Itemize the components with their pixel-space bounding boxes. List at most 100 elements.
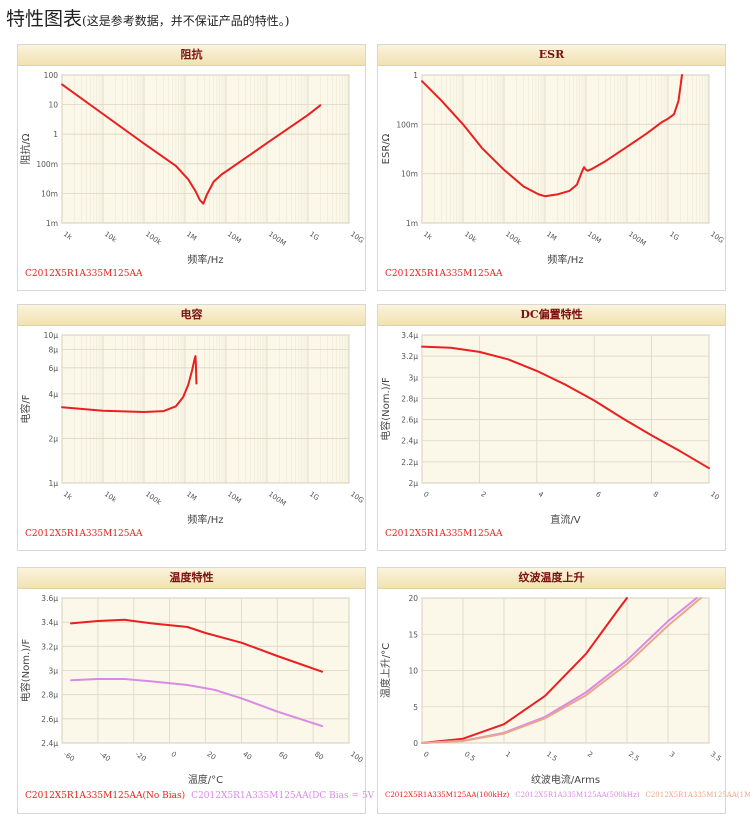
panel-impedance: 阻抗 1k 10k 100k 1M 10M 100M 1G 10G 1m 10m 100m 1 10 10…: [17, 44, 366, 291]
y-tick-label: 6μ: [48, 364, 58, 373]
x-tick-label: 10M: [226, 230, 243, 245]
y-tick-label: 2μ: [408, 479, 418, 488]
x-tick-label: 3: [668, 750, 676, 759]
x-axis-label: 频率/Hz: [187, 253, 223, 266]
y-tick-label: 1: [53, 130, 58, 139]
y-tick-label: 20: [408, 594, 418, 603]
chart-legend: C2012X5R1A335M125AA: [385, 529, 509, 539]
plot-area: [61, 334, 350, 484]
x-tick-label: 100k: [144, 230, 164, 247]
x-tick-label: 10k: [103, 490, 119, 505]
x-tick-label: 60: [277, 750, 289, 762]
x-tick-label: 0: [169, 750, 177, 759]
chart-legend: C2012X5R1A335M125AA(100kHz) C2012X5R1A335…: [385, 791, 750, 799]
y-tick-label: 3.2μ: [401, 352, 418, 361]
x-tick-label: 1G: [668, 230, 681, 242]
x-tick-label: 0.5: [463, 750, 477, 763]
y-tick-label: 1m: [406, 219, 418, 228]
y-tick-label: 10: [408, 667, 418, 676]
y-tick-label: 2.8μ: [41, 691, 58, 700]
series-line: [70, 618, 324, 673]
chart-title: 电容: [18, 305, 365, 326]
y-tick-label: 10μ: [44, 331, 59, 340]
y-tick-label: 1: [413, 71, 418, 80]
y-axis-label: 电容/F: [19, 394, 32, 423]
x-axis-label: 温度/°C: [188, 773, 223, 786]
x-tick-label: 1G: [308, 230, 321, 242]
y-tick-label: 3.4μ: [401, 331, 418, 340]
chart-legend: C2012X5R1A335M125AA: [385, 269, 509, 279]
chart-legend: C2012X5R1A335M125AA(No Bias) C2012X5R1A33…: [25, 791, 386, 801]
x-tick-label: 0: [422, 490, 430, 499]
page-title-main: 特性图表: [6, 8, 83, 30]
x-tick-label: -40: [98, 750, 112, 763]
y-tick-label: 1m: [46, 219, 58, 228]
plot-area: [421, 334, 710, 484]
x-tick-label: 100: [349, 750, 365, 764]
chart-impedance: 1k 10k 100k 1M 10M 100M 1G 10G 1m 10m 100m 1 10 100 频率…: [19, 71, 365, 266]
x-tick-label: 4: [537, 490, 546, 499]
y-tick-label: 100m: [396, 120, 418, 129]
series-line: [421, 74, 683, 198]
chart-legend: C2012X5R1A335M125AA: [25, 269, 149, 279]
y-tick-label: 10m: [41, 189, 58, 198]
chart-capacitance: 1k 10k 100k 1M 10M 100M 1G 10G 1μ 2μ 4μ 6μ 8μ 10μ 频率/H…: [19, 331, 365, 526]
y-tick-label: 10m: [401, 170, 418, 179]
legend-entry: C2012X5R1A335M125AA(100kHz): [385, 791, 510, 799]
x-tick-label: 10M: [586, 230, 603, 245]
chart-ripple: 0 0.5 1 1.5 2 2.5 3 3.5 0 5 10 15 20 纹波电流/Arms 温度上升/°C: [379, 594, 723, 786]
x-tick-label: 0: [422, 750, 430, 759]
panel-esr: ESR 1k 10k 100k 1M 10M 100M 1G 10G 1m 10m 100m 1 频率/…: [377, 44, 726, 291]
x-tick-label: -20: [134, 750, 148, 763]
y-tick-label: 3.4μ: [41, 618, 58, 627]
series-line: [421, 597, 628, 744]
x-tick-label: 1k: [62, 490, 74, 502]
chart-temperature: -60 -40 -20 0 20 40 60 80 100 2.4μ 2.6μ 2.8μ 3μ 3.2μ 3…: [19, 594, 365, 786]
chart-esr: 1k 10k 100k 1M 10M 100M 1G 10G 1m 10m 100m 1 频率/Hz ES…: [381, 71, 725, 266]
x-tick-label: 10k: [103, 230, 119, 245]
x-tick-label: 10G: [349, 230, 365, 245]
y-tick-label: 3μ: [408, 373, 418, 382]
y-axis-label: 阻抗/Ω: [19, 133, 32, 164]
y-tick-label: 2.2μ: [401, 458, 418, 467]
x-tick-label: 10: [709, 490, 721, 502]
y-tick-label: 2.6μ: [41, 715, 58, 724]
x-tick-label: 8: [651, 490, 659, 499]
y-axis-label: 电容(Nom.)/F: [19, 639, 32, 703]
page-title: 特性图表(这是参考数据，并不保证产品的特性。): [6, 4, 289, 31]
y-tick-label: 10: [48, 101, 58, 110]
x-axis-label: 频率/Hz: [187, 513, 223, 526]
legend-entry: C2012X5R1A335M125AA: [25, 269, 143, 279]
x-tick-label: 40: [241, 750, 253, 762]
chart-dc-bias: 0 2 4 6 8 10 2μ 2.2μ 2.4μ 2.6μ 2.8μ 3μ 3.2μ 3.4μ 直流/V 电…: [379, 331, 721, 526]
x-axis-label: 纹波电流/Arms: [531, 773, 600, 786]
y-axis-label: 温度上升/°C: [379, 643, 392, 698]
legend-entry: C2012X5R1A335M125AA(500kHz): [515, 791, 640, 799]
x-tick-label: 2.5: [627, 750, 641, 763]
x-tick-label: 1.5: [545, 750, 559, 763]
y-tick-label: 2.8μ: [401, 394, 418, 403]
y-tick-label: 4μ: [48, 390, 58, 399]
y-tick-label: 3.6μ: [41, 594, 58, 603]
x-tick-label: 1k: [422, 230, 434, 242]
y-tick-label: 3μ: [48, 667, 58, 676]
x-tick-label: 10M: [226, 490, 243, 505]
chart-title: DC偏置特性: [378, 305, 725, 326]
x-tick-label: 10G: [709, 230, 725, 245]
legend-entry: C2012X5R1A335M125AA: [385, 269, 503, 279]
x-axis-label: 频率/Hz: [547, 253, 583, 266]
y-tick-label: 5: [413, 703, 418, 712]
y-tick-label: 2μ: [48, 434, 58, 443]
y-tick-label: 2.4μ: [41, 739, 58, 748]
chart-title: 温度特性: [18, 568, 365, 589]
panel-ripple: 纹波温度上升 0 0.5 1 1.5 2 2.5 3 3.5 0 5 10 15 20 纹波电流/Arms…: [377, 567, 750, 814]
x-tick-label: 100M: [267, 490, 287, 508]
y-tick-label: 8μ: [48, 345, 58, 354]
legend-entry: C2012X5R1A335M125AA: [25, 529, 143, 539]
panel-capacitance: 电容 1k 10k 100k 1M 10M 100M 1G 10G 1μ 2μ 4μ 6μ 8μ 10μ 频…: [17, 304, 366, 551]
x-tick-label: -60: [62, 750, 76, 763]
x-tick-label: 10G: [349, 490, 365, 505]
y-axis-label: ESR/Ω: [381, 133, 392, 164]
x-tick-label: 10k: [463, 230, 479, 245]
x-tick-label: 100M: [627, 230, 647, 248]
